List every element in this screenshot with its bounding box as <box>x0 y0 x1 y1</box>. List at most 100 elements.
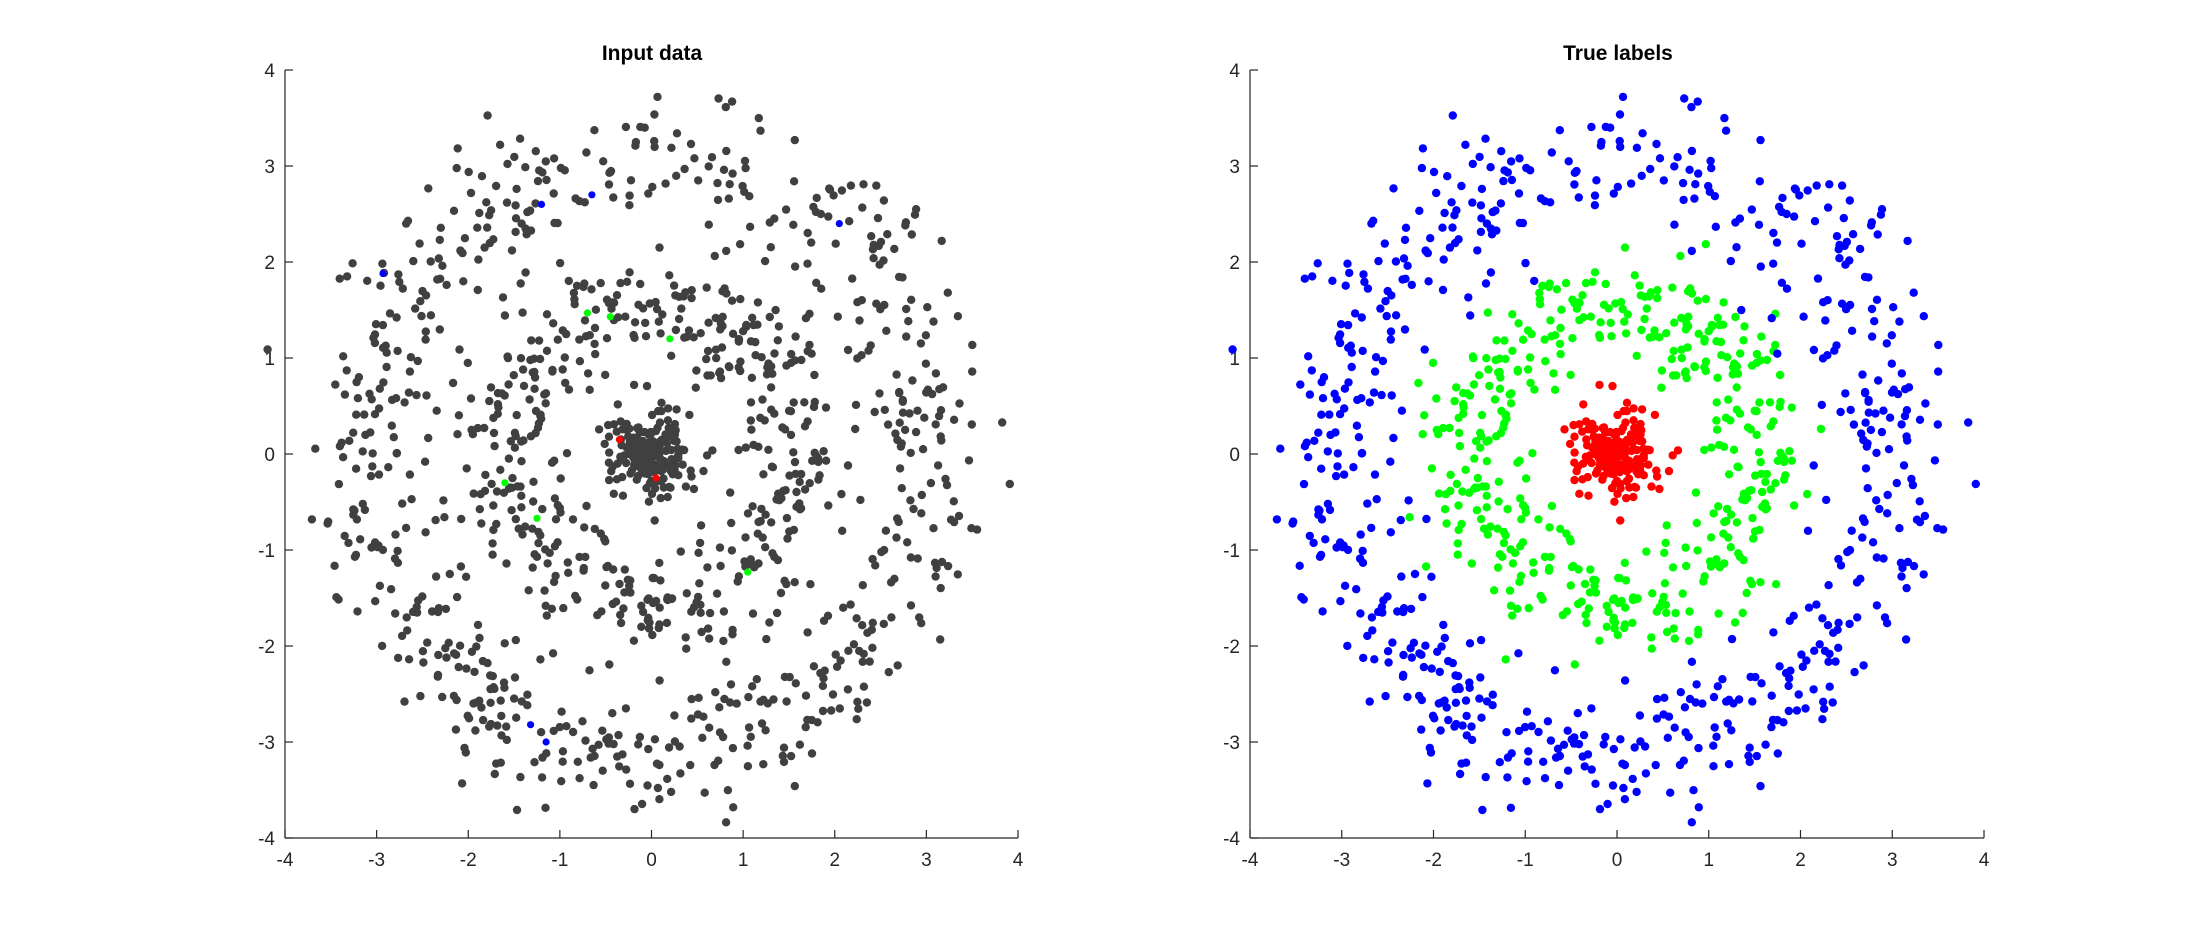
data-point <box>1367 219 1376 228</box>
data-point <box>1424 277 1433 286</box>
data-point <box>636 122 645 132</box>
data-point <box>917 490 926 500</box>
data-point <box>652 759 662 768</box>
data-point <box>1752 349 1762 359</box>
data-point <box>1547 501 1557 511</box>
data-point <box>480 243 489 252</box>
data-point <box>438 261 447 270</box>
data-point <box>835 704 844 713</box>
data-point <box>1536 194 1546 203</box>
data-point <box>1378 356 1388 366</box>
data-point <box>358 447 367 456</box>
data-point <box>463 358 472 368</box>
data-point <box>778 751 787 760</box>
data-point <box>618 750 627 759</box>
data-point <box>1938 525 1948 534</box>
data-point <box>654 406 663 416</box>
data-point <box>1572 467 1581 476</box>
data-point <box>1506 157 1516 166</box>
data-point <box>1611 299 1620 308</box>
data-point <box>831 650 840 659</box>
data-point <box>393 546 402 556</box>
data-point <box>792 487 801 497</box>
data-point <box>810 370 819 380</box>
data-point <box>1499 538 1509 548</box>
data-point <box>937 436 946 445</box>
data-point <box>1650 326 1659 335</box>
data-point <box>726 488 735 497</box>
data-point <box>913 554 922 563</box>
data-point <box>1653 293 1662 303</box>
data-point <box>1789 501 1799 510</box>
data-point <box>452 592 462 602</box>
data-point <box>735 240 745 249</box>
data-point <box>1747 361 1757 370</box>
y-tick-label: -2 <box>1223 637 1240 658</box>
data-point <box>1370 367 1380 376</box>
data-point <box>1709 741 1718 750</box>
data-point <box>677 304 686 313</box>
data-point <box>710 251 719 261</box>
data-point <box>762 634 771 644</box>
data-point <box>1835 254 1844 263</box>
data-point <box>562 449 572 458</box>
data-point <box>863 628 872 637</box>
data-point <box>634 740 643 749</box>
data-point <box>1493 563 1503 572</box>
data-point <box>555 258 565 268</box>
data-point <box>494 403 503 412</box>
data-point <box>1343 259 1352 268</box>
data-point <box>1595 380 1604 390</box>
data-point <box>1863 484 1872 493</box>
data-point <box>1685 694 1695 704</box>
data-point <box>744 723 754 732</box>
data-point <box>757 504 766 514</box>
data-point <box>713 178 722 188</box>
y-tick-label: -2 <box>258 637 275 658</box>
data-point <box>1823 621 1833 630</box>
data-point <box>1727 726 1736 735</box>
data-point <box>1475 152 1484 162</box>
data-point <box>1771 580 1781 589</box>
data-point <box>1585 588 1595 597</box>
data-point <box>1488 690 1498 699</box>
data-point <box>929 524 938 533</box>
data-point <box>520 522 530 531</box>
data-point <box>1621 603 1630 612</box>
data-point <box>1561 278 1571 288</box>
data-point <box>1527 329 1536 339</box>
data-point <box>1534 515 1543 524</box>
data-point <box>909 504 918 514</box>
data-point <box>1363 284 1373 293</box>
data-point <box>1779 454 1789 463</box>
data-point <box>1729 699 1738 708</box>
data-point <box>384 463 393 472</box>
data-point <box>1381 297 1390 306</box>
data-point <box>1693 630 1703 639</box>
data-point <box>1678 589 1687 598</box>
data-point <box>868 618 877 627</box>
data-point <box>455 641 465 650</box>
data-point <box>1757 679 1766 688</box>
data-point <box>1643 445 1653 454</box>
data-point <box>1652 139 1661 149</box>
data-point <box>391 530 400 539</box>
data-point <box>1754 448 1764 457</box>
data-point <box>1477 410 1487 420</box>
data-point <box>1919 312 1929 321</box>
data-point <box>1670 634 1680 643</box>
labeled-point <box>744 568 752 576</box>
data-point <box>725 180 734 189</box>
data-point <box>1635 281 1644 290</box>
data-point <box>881 526 891 535</box>
y-tick-label: -3 <box>1223 733 1240 754</box>
data-point <box>422 391 431 400</box>
data-point <box>1647 482 1656 491</box>
data-point <box>451 650 461 659</box>
data-point <box>851 400 861 410</box>
data-point <box>803 228 812 238</box>
data-point <box>1331 428 1340 437</box>
data-point <box>721 102 730 112</box>
data-point <box>1883 490 1892 500</box>
data-point <box>853 697 862 706</box>
